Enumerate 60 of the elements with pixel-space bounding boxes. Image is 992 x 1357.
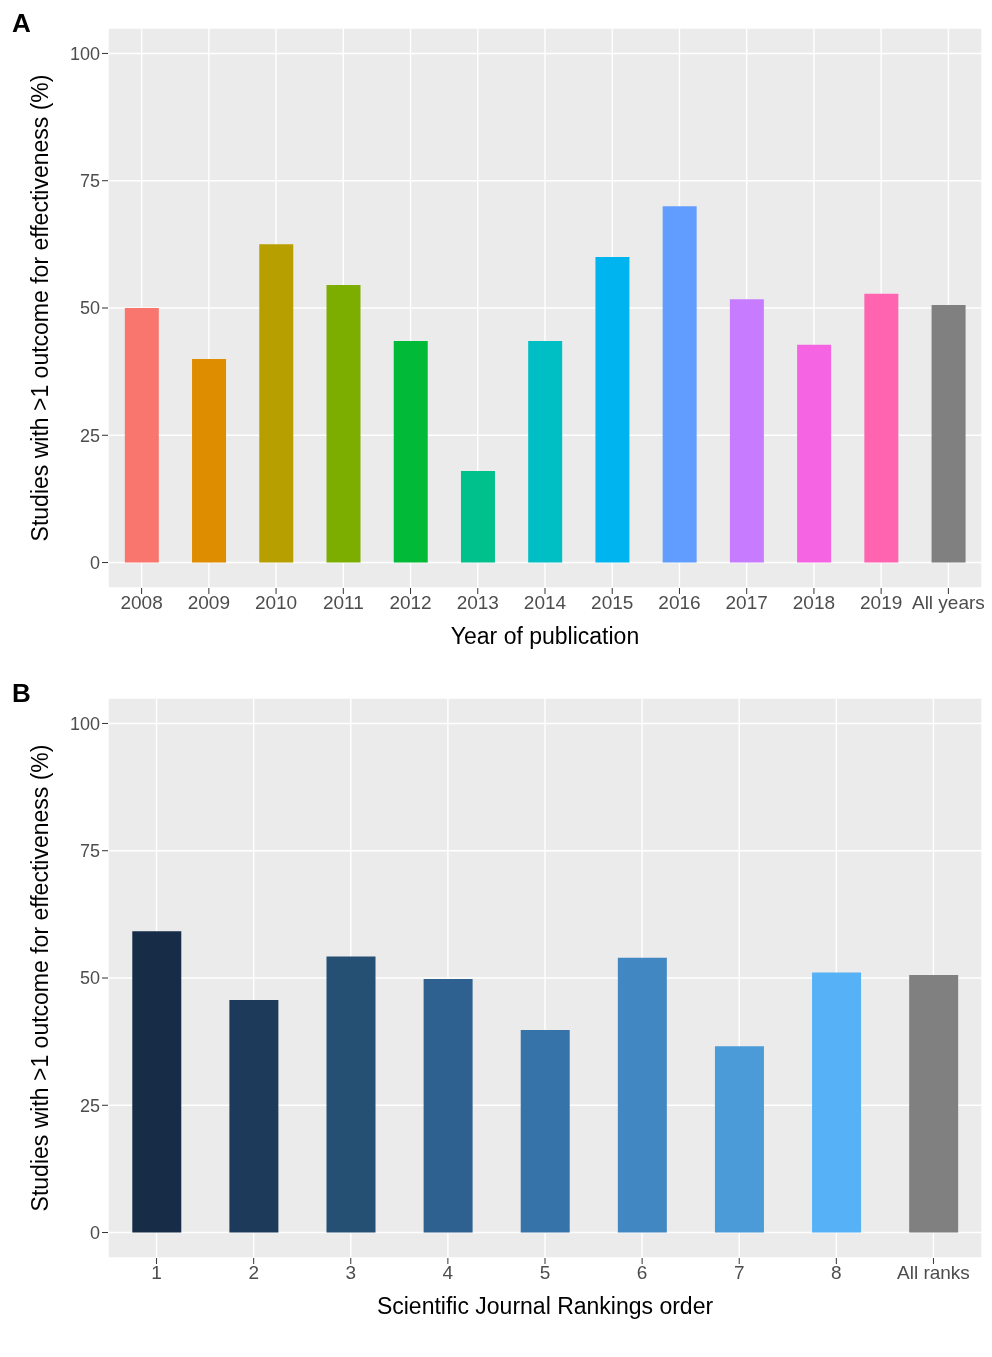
y-axis-title: Studies with >1 outcome for effectiveness (%) bbox=[27, 74, 54, 542]
bar bbox=[326, 285, 361, 563]
y-tick-label: 100 bbox=[69, 43, 100, 64]
x-tick-label: 2018 bbox=[792, 592, 836, 614]
bar bbox=[729, 299, 764, 563]
bar bbox=[528, 341, 563, 563]
bar bbox=[259, 244, 294, 563]
bar bbox=[931, 304, 966, 563]
x-tick-label: 2015 bbox=[591, 592, 634, 614]
bar bbox=[797, 344, 832, 563]
x-tick-label: 2016 bbox=[658, 592, 701, 614]
bar bbox=[460, 470, 495, 563]
x-tick-label: 2017 bbox=[725, 592, 768, 614]
x-tick-label: 6 bbox=[636, 1262, 648, 1284]
x-tick-label: 2012 bbox=[389, 592, 432, 614]
bar bbox=[617, 957, 667, 1233]
x-tick-label: 2014 bbox=[523, 592, 567, 614]
y-axis-title: Studies with >1 outcome for effectiveness (%) bbox=[27, 744, 54, 1212]
y-tick-label: 75 bbox=[79, 171, 100, 192]
y-tick-label: 25 bbox=[79, 425, 100, 446]
bar bbox=[714, 1046, 764, 1233]
x-tick-label: 3 bbox=[345, 1262, 357, 1284]
bar bbox=[812, 972, 862, 1233]
y-tick-label: 75 bbox=[79, 841, 100, 862]
x-tick-label: 2011 bbox=[322, 592, 364, 614]
bar bbox=[864, 293, 899, 563]
x-tick-label: 7 bbox=[733, 1262, 745, 1284]
y-tick-label: 25 bbox=[79, 1095, 100, 1116]
bar bbox=[124, 308, 159, 563]
bar bbox=[595, 257, 630, 563]
x-tick-label: All ranks bbox=[897, 1262, 970, 1284]
bar bbox=[229, 999, 279, 1233]
x-axis-title: Scientific Journal Rankings order bbox=[376, 1293, 714, 1320]
bar bbox=[520, 1029, 570, 1233]
bar bbox=[393, 341, 428, 563]
y-tick-label: 50 bbox=[79, 298, 100, 319]
x-axis-title: Year of publication bbox=[450, 623, 640, 650]
x-tick-label: 2 bbox=[248, 1262, 259, 1284]
x-tick-label: 2013 bbox=[456, 592, 499, 614]
x-tick-label: 5 bbox=[539, 1262, 551, 1284]
bar bbox=[132, 931, 182, 1233]
bar bbox=[326, 956, 376, 1233]
x-tick-label: 2019 bbox=[860, 592, 903, 614]
x-tick-label: 4 bbox=[442, 1262, 454, 1284]
x-tick-label: 2010 bbox=[254, 592, 298, 614]
y-tick-label: 50 bbox=[79, 968, 100, 989]
chart-title: B bbox=[12, 678, 31, 709]
x-tick-label: 2009 bbox=[187, 592, 230, 614]
bar bbox=[192, 358, 227, 563]
bar bbox=[662, 206, 697, 563]
x-tick-label: 8 bbox=[831, 1262, 842, 1284]
y-tick-label: 0 bbox=[89, 1222, 100, 1243]
x-tick-label: 2008 bbox=[120, 592, 163, 614]
x-tick-label: 1 bbox=[151, 1262, 162, 1284]
chart-title: A bbox=[12, 8, 31, 39]
bar bbox=[909, 974, 959, 1233]
y-tick-label: 0 bbox=[89, 552, 100, 573]
y-tick-label: 100 bbox=[69, 713, 100, 734]
bar bbox=[423, 979, 473, 1233]
x-tick-label: All years bbox=[911, 592, 985, 614]
